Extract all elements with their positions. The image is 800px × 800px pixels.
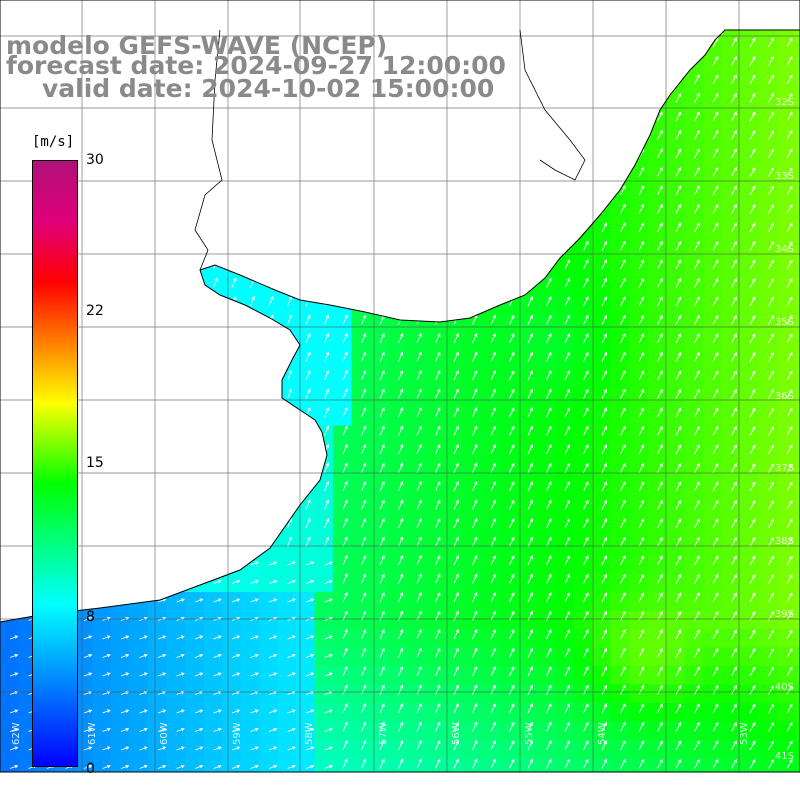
lat-label: 40S (774, 682, 794, 693)
lat-label: 41S (774, 751, 794, 762)
lat-label: 35S (774, 317, 794, 328)
lat-label: 34S (774, 244, 794, 255)
colorbar-tick-15: 15 (86, 455, 104, 471)
river-line (194, 29, 223, 271)
lon-label: 60W (159, 722, 170, 745)
lat-label: 33S (774, 171, 794, 182)
colorbar (32, 160, 78, 767)
coastline (0, 29, 800, 623)
border-line (519, 29, 586, 181)
forecast-date: forecast date: 2024-09-27 12:00:00 (6, 51, 506, 80)
lon-label: 62W (11, 722, 22, 745)
lon-label: 58W (304, 722, 315, 745)
lat-label: 36S (774, 391, 794, 402)
colorbar-tick-8: 8 (86, 609, 95, 625)
lon-label: 59W (232, 722, 243, 745)
model-title: modelo GEFS-WAVE (NCEP) (6, 31, 388, 60)
lat-label: 39S (774, 609, 794, 620)
lat-lon-grid (0, 0, 800, 772)
lon-label: 56W (451, 722, 462, 745)
lat-label: 37S (774, 463, 794, 474)
colorbar-tick-22: 22 (86, 303, 104, 319)
colorbar-tick-30: 30 (86, 152, 104, 168)
lon-label: 55W (524, 722, 535, 745)
lon-label: 54W (597, 722, 608, 745)
lat-label: 32S (774, 97, 794, 108)
lon-label: 57W (378, 722, 389, 745)
map-frame (0, 0, 800, 773)
lon-label: 61W (87, 722, 98, 745)
wind-speed-field (0, 30, 800, 772)
lon-label: 53W (739, 722, 750, 745)
colorbar-tick-0: 0 (86, 761, 95, 777)
lat-label: 38S (774, 536, 794, 547)
colorbar-unit: [m/s] (32, 134, 75, 150)
valid-date: valid date: 2024-10-02 15:00:00 (42, 74, 495, 103)
